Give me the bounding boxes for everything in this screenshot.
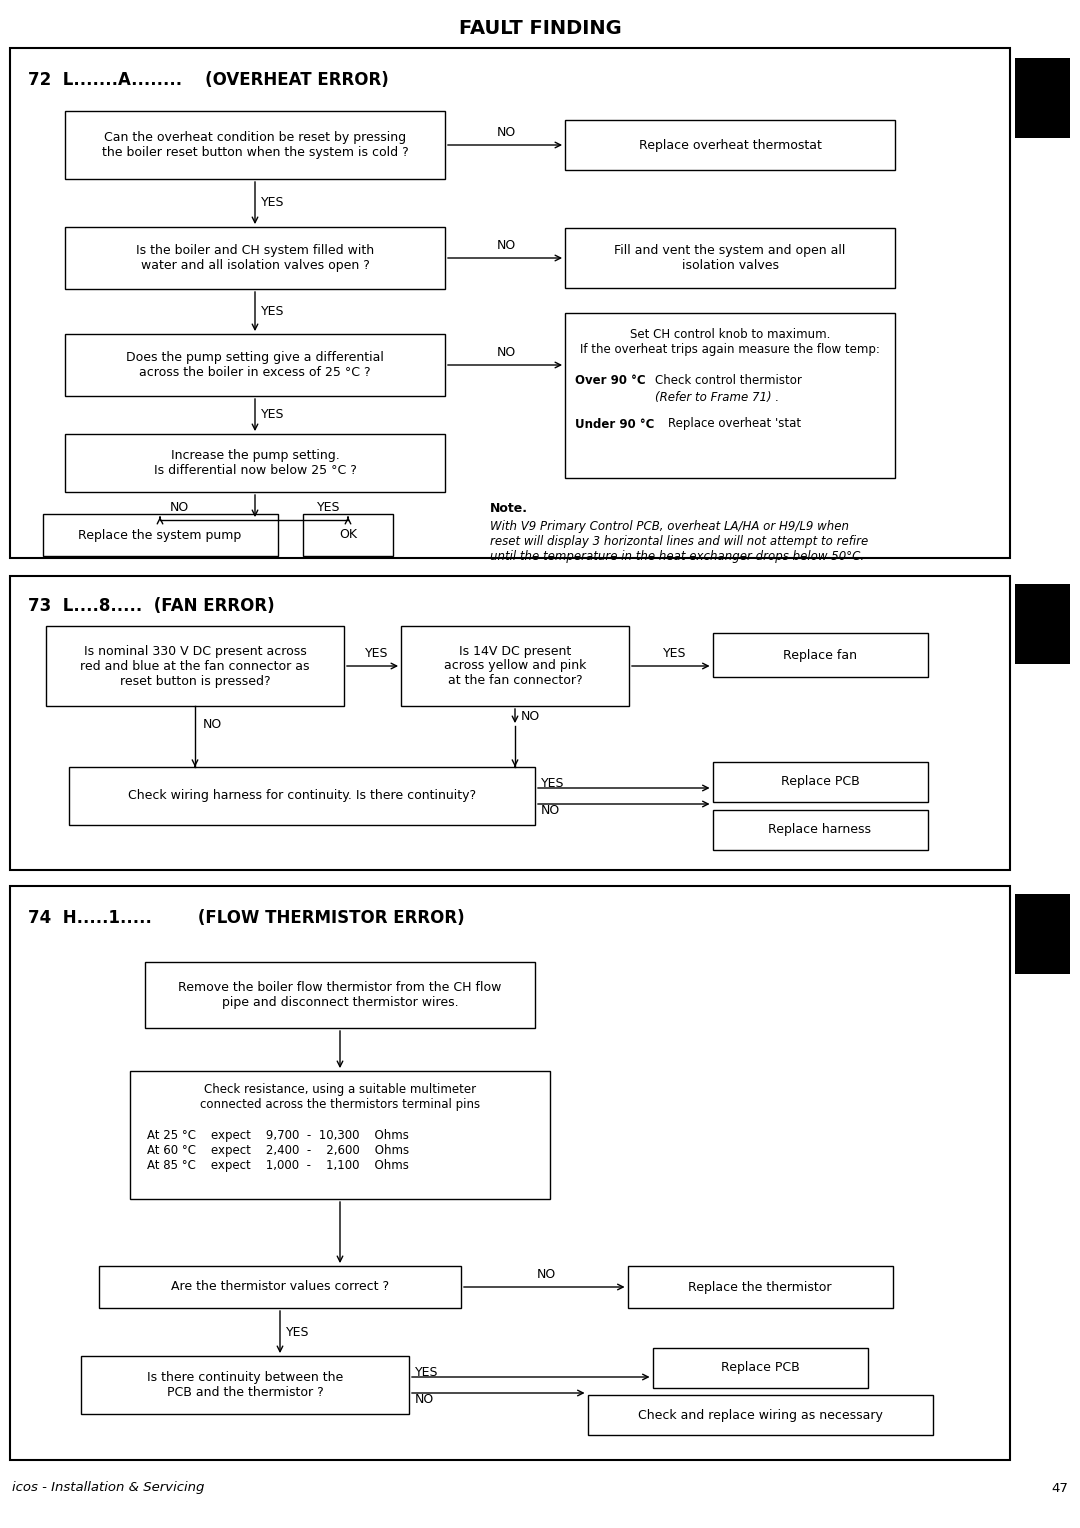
Bar: [69, 767, 535, 825]
Bar: [1015, 894, 1070, 973]
Bar: [565, 121, 895, 170]
Text: Is nominal 330 V DC present across
red and blue at the fan connector as
reset bu: Is nominal 330 V DC present across red a…: [80, 645, 310, 688]
Bar: [65, 434, 445, 492]
Text: icos - Installation & Servicing: icos - Installation & Servicing: [12, 1482, 204, 1494]
Text: Is 14V DC present
across yellow and pink
at the fan connector?: Is 14V DC present across yellow and pink…: [444, 645, 586, 688]
Text: NO: NO: [541, 804, 561, 817]
Bar: [627, 1267, 892, 1308]
Bar: [565, 313, 895, 477]
Bar: [65, 112, 445, 179]
Text: NO: NO: [203, 718, 222, 730]
Text: YES: YES: [261, 408, 284, 422]
Text: With V9 Primary Control PCB, overheat LA/HA or H9/L9 when
reset will display 3 h: With V9 Primary Control PCB, overheat LA…: [490, 520, 868, 562]
Text: YES: YES: [286, 1325, 310, 1339]
Text: YES: YES: [261, 197, 284, 209]
Bar: [1015, 58, 1070, 138]
Text: Fill and vent the system and open all
isolation valves: Fill and vent the system and open all is…: [615, 244, 846, 272]
Text: Replace overheat 'stat: Replace overheat 'stat: [669, 417, 801, 431]
Bar: [10, 47, 1010, 558]
Text: Can the overheat condition be reset by pressing
the boiler reset button when the: Can the overheat condition be reset by p…: [102, 131, 408, 159]
Text: OK: OK: [339, 529, 357, 541]
Text: At 25 °C    expect    9,700  -  10,300    Ohms
At 60 °C    expect    2,400  -   : At 25 °C expect 9,700 - 10,300 Ohms At 6…: [147, 1129, 409, 1172]
Text: Is there continuity between the
PCB and the thermistor ?: Is there continuity between the PCB and …: [147, 1371, 343, 1400]
Text: Check and replace wiring as necessary: Check and replace wiring as necessary: [637, 1409, 882, 1421]
Text: 47: 47: [1051, 1482, 1068, 1494]
Bar: [10, 576, 1010, 869]
Bar: [401, 626, 629, 706]
Bar: [565, 228, 895, 287]
Text: Under 90 °C: Under 90 °C: [575, 417, 654, 431]
Bar: [65, 228, 445, 289]
Bar: [65, 335, 445, 396]
Text: NO: NO: [415, 1394, 434, 1406]
Bar: [713, 762, 928, 802]
Text: Replace harness: Replace harness: [769, 824, 872, 836]
Text: YES: YES: [541, 778, 565, 790]
Bar: [42, 513, 278, 556]
Text: YES: YES: [415, 1366, 438, 1378]
Text: Check control thermistor: Check control thermistor: [654, 374, 801, 388]
Bar: [713, 633, 928, 677]
Text: Check wiring harness for continuity. Is there continuity?: Check wiring harness for continuity. Is …: [127, 790, 476, 802]
Text: Note.: Note.: [490, 503, 528, 515]
Bar: [652, 1348, 867, 1387]
Bar: [81, 1355, 409, 1413]
Text: Replace overheat thermostat: Replace overheat thermostat: [638, 139, 822, 151]
Text: Replace PCB: Replace PCB: [720, 1361, 799, 1375]
Bar: [145, 963, 535, 1028]
Text: Check resistance, using a suitable multimeter
connected across the thermistors t: Check resistance, using a suitable multi…: [200, 1083, 481, 1111]
Text: YES: YES: [365, 646, 388, 660]
Text: NO: NO: [170, 501, 189, 513]
Text: NO: NO: [497, 238, 516, 252]
Bar: [303, 513, 393, 556]
Text: 74  H.....1.....        (FLOW THERMISTOR ERROR): 74 H.....1..... (FLOW THERMISTOR ERROR): [28, 909, 464, 927]
Text: NO: NO: [537, 1268, 555, 1280]
Bar: [588, 1395, 932, 1435]
Text: Replace fan: Replace fan: [783, 648, 858, 662]
Text: NO: NO: [497, 345, 516, 359]
Text: NO: NO: [521, 709, 540, 723]
Bar: [1015, 584, 1070, 665]
Text: Is the boiler and CH system filled with
water and all isolation valves open ?: Is the boiler and CH system filled with …: [136, 244, 374, 272]
Bar: [713, 810, 928, 850]
Text: FAULT FINDING: FAULT FINDING: [459, 18, 621, 38]
Text: (Refer to Frame 71) .: (Refer to Frame 71) .: [654, 391, 779, 403]
Bar: [99, 1267, 461, 1308]
Text: Are the thermistor values correct ?: Are the thermistor values correct ?: [171, 1280, 389, 1294]
Text: Increase the pump setting.
Is differential now below 25 °C ?: Increase the pump setting. Is differenti…: [153, 449, 356, 477]
Text: NO: NO: [497, 125, 516, 139]
Text: Set CH control knob to maximum.
If the overheat trips again measure the flow tem: Set CH control knob to maximum. If the o…: [580, 327, 880, 356]
Text: YES: YES: [663, 646, 686, 660]
Text: 72  L.......A........    (OVERHEAT ERROR): 72 L.......A........ (OVERHEAT ERROR): [28, 70, 389, 89]
Text: Replace PCB: Replace PCB: [781, 776, 860, 788]
Text: YES: YES: [316, 501, 340, 513]
Text: YES: YES: [261, 306, 284, 318]
Text: Remove the boiler flow thermistor from the CH flow
pipe and disconnect thermisto: Remove the boiler flow thermistor from t…: [178, 981, 502, 1008]
Bar: [130, 1071, 550, 1199]
Bar: [46, 626, 345, 706]
Text: Does the pump setting give a differential
across the boiler in excess of 25 °C ?: Does the pump setting give a differentia…: [126, 351, 383, 379]
Text: 73  L....8.....  (FAN ERROR): 73 L....8..... (FAN ERROR): [28, 597, 274, 614]
Text: Replace the thermistor: Replace the thermistor: [688, 1280, 832, 1294]
Text: Over 90 °C: Over 90 °C: [575, 374, 646, 388]
Text: Replace the system pump: Replace the system pump: [79, 529, 242, 541]
Bar: [10, 886, 1010, 1459]
